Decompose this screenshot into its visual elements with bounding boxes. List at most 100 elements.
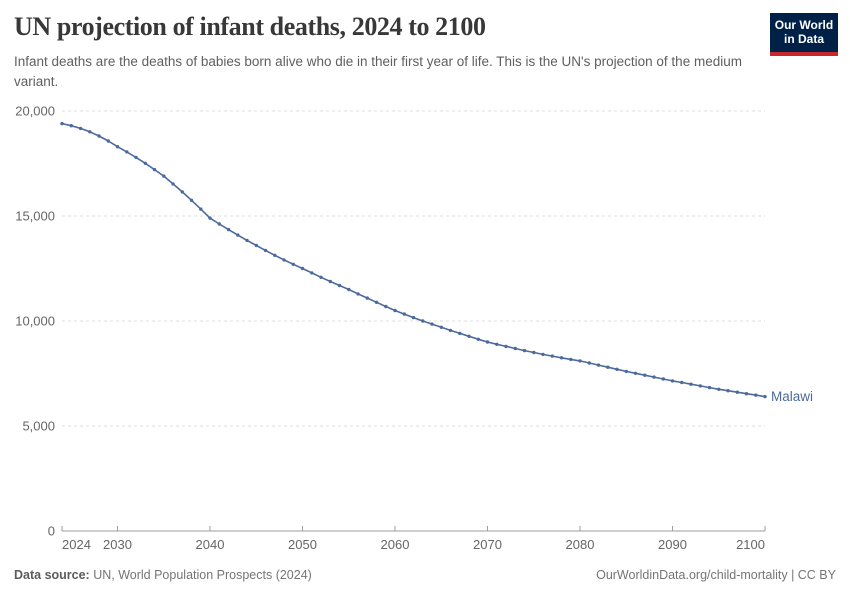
- data-point-malawi-2052[interactable]: [319, 275, 323, 279]
- data-point-malawi-2040[interactable]: [208, 216, 212, 220]
- data-point-malawi-2041[interactable]: [217, 222, 221, 226]
- data-point-malawi-2077[interactable]: [550, 354, 554, 358]
- data-point-malawi-2036[interactable]: [171, 182, 175, 186]
- y-axis-label-15000: 15,000: [15, 209, 55, 224]
- owid-logo[interactable]: Our World in Data: [770, 13, 838, 56]
- series-end-label: Malawi: [771, 389, 813, 404]
- data-point-malawi-2095[interactable]: [717, 387, 721, 391]
- data-point-malawi-2094[interactable]: [707, 385, 712, 390]
- data-point-malawi-2087[interactable]: [643, 373, 647, 377]
- data-point-malawi-2042[interactable]: [226, 227, 231, 232]
- data-point-malawi-2071[interactable]: [495, 342, 499, 346]
- x-axis-label-2080: 2080: [566, 537, 595, 552]
- data-point-malawi-2038[interactable]: [189, 198, 194, 202]
- data-point-malawi-2060[interactable]: [393, 308, 397, 313]
- data-point-malawi-2062[interactable]: [411, 315, 416, 320]
- data-point-malawi-2089[interactable]: [661, 377, 665, 381]
- data-point-malawi-2031[interactable]: [125, 150, 129, 154]
- data-point-malawi-2100[interactable]: [763, 394, 767, 399]
- data-point-malawi-2024[interactable]: [60, 121, 64, 126]
- data-point-malawi-2043[interactable]: [236, 233, 240, 237]
- data-point-malawi-2045[interactable]: [254, 243, 258, 248]
- data-point-malawi-2078[interactable]: [559, 356, 564, 360]
- data-point-malawi-2029[interactable]: [106, 139, 111, 143]
- data-point-malawi-2027[interactable]: [88, 130, 92, 134]
- data-point-malawi-2049[interactable]: [291, 262, 295, 266]
- x-axis-label-2060: 2060: [381, 537, 410, 552]
- data-point-malawi-2088[interactable]: [652, 375, 656, 379]
- data-point-malawi-2025[interactable]: [69, 124, 74, 128]
- data-point-malawi-2055[interactable]: [347, 287, 351, 292]
- data-source-label: Data source:: [14, 568, 90, 582]
- data-point-malawi-2067[interactable]: [458, 331, 462, 336]
- data-point-malawi-2093[interactable]: [698, 384, 702, 388]
- data-point-malawi-2073[interactable]: [513, 346, 517, 351]
- series-line-malawi[interactable]: [61, 122, 766, 398]
- x-axis-label-2050: 2050: [288, 537, 317, 552]
- data-point-malawi-2053[interactable]: [328, 279, 332, 284]
- data-point-malawi-2057[interactable]: [365, 296, 369, 300]
- data-point-malawi-2086[interactable]: [633, 371, 638, 375]
- data-point-malawi-2028[interactable]: [97, 134, 101, 138]
- y-axis-label-10000: 10,000: [15, 314, 55, 329]
- data-point-malawi-2050[interactable]: [300, 266, 305, 271]
- data-point-malawi-2091[interactable]: [680, 380, 684, 385]
- data-point-malawi-2079[interactable]: [569, 357, 573, 362]
- data-point-malawi-2097[interactable]: [735, 390, 739, 394]
- chart-footer: Data source: UN, World Population Prospe…: [14, 568, 836, 582]
- data-point-malawi-2090[interactable]: [670, 379, 675, 383]
- x-axis-label-2100: 2100: [736, 537, 765, 552]
- data-point-malawi-2030[interactable]: [115, 145, 120, 149]
- data-point-malawi-2085[interactable]: [624, 369, 628, 374]
- data-point-malawi-2075[interactable]: [532, 350, 536, 355]
- data-point-malawi-2074[interactable]: [522, 348, 527, 353]
- data-point-malawi-2096[interactable]: [726, 389, 730, 393]
- data-point-malawi-2056[interactable]: [356, 292, 360, 296]
- data-point-malawi-2026[interactable]: [78, 126, 83, 131]
- data-point-malawi-2063[interactable]: [421, 319, 425, 323]
- data-point-malawi-2037[interactable]: [180, 190, 184, 194]
- data-point-malawi-2064[interactable]: [430, 322, 434, 326]
- data-point-malawi-2054[interactable]: [337, 283, 342, 288]
- data-source-text: UN, World Population Prospects (2024): [89, 568, 312, 582]
- data-point-malawi-2076[interactable]: [541, 352, 545, 357]
- data-point-malawi-2092[interactable]: [689, 382, 693, 386]
- data-point-malawi-2033[interactable]: [143, 161, 147, 165]
- data-point-malawi-2072[interactable]: [504, 344, 508, 349]
- x-axis-label-2070: 2070: [473, 537, 502, 552]
- data-point-malawi-2084[interactable]: [615, 367, 619, 371]
- data-point-malawi-2098[interactable]: [744, 392, 749, 396]
- data-point-malawi-2068[interactable]: [467, 334, 471, 338]
- x-axis-label-2090: 2090: [658, 537, 687, 552]
- data-point-malawi-2048[interactable]: [282, 258, 286, 262]
- owid-credit-link[interactable]: OurWorldinData.org/child-mortality | CC …: [596, 568, 836, 582]
- data-point-malawi-2066[interactable]: [448, 328, 453, 333]
- data-point-malawi-2039[interactable]: [199, 207, 203, 211]
- data-point-malawi-2059[interactable]: [384, 304, 388, 309]
- data-point-malawi-2082[interactable]: [596, 363, 601, 367]
- data-point-malawi-2035[interactable]: [162, 174, 166, 178]
- chart-title: UN projection of infant deaths, 2024 to …: [14, 12, 486, 41]
- owid-logo-line2: in Data: [783, 31, 824, 46]
- data-point-malawi-2058[interactable]: [374, 300, 379, 304]
- data-point-malawi-2044[interactable]: [245, 238, 249, 243]
- data-point-malawi-2065[interactable]: [439, 325, 443, 329]
- data-point-malawi-2069[interactable]: [476, 337, 480, 341]
- data-point-malawi-2051[interactable]: [310, 271, 314, 275]
- owid-logo-line1: Our World: [774, 17, 834, 32]
- data-point-malawi-2080[interactable]: [578, 359, 582, 363]
- chart-subtitle: Infant deaths are the deaths of babies b…: [14, 54, 742, 89]
- data-point-malawi-2070[interactable]: [485, 340, 490, 344]
- data-point-malawi-2099[interactable]: [754, 393, 758, 397]
- data-point-malawi-2083[interactable]: [606, 365, 610, 369]
- data-point-malawi-2061[interactable]: [402, 312, 406, 316]
- data-point-malawi-2047[interactable]: [273, 253, 277, 257]
- data-point-malawi-2046[interactable]: [263, 248, 268, 253]
- data-point-malawi-2034[interactable]: [152, 167, 157, 172]
- data-point-malawi-2081[interactable]: [587, 361, 591, 365]
- x-axis-label-2040: 2040: [196, 537, 225, 552]
- x-axis-label-2024: 2024: [62, 537, 91, 552]
- data-point-malawi-2032[interactable]: [134, 155, 138, 160]
